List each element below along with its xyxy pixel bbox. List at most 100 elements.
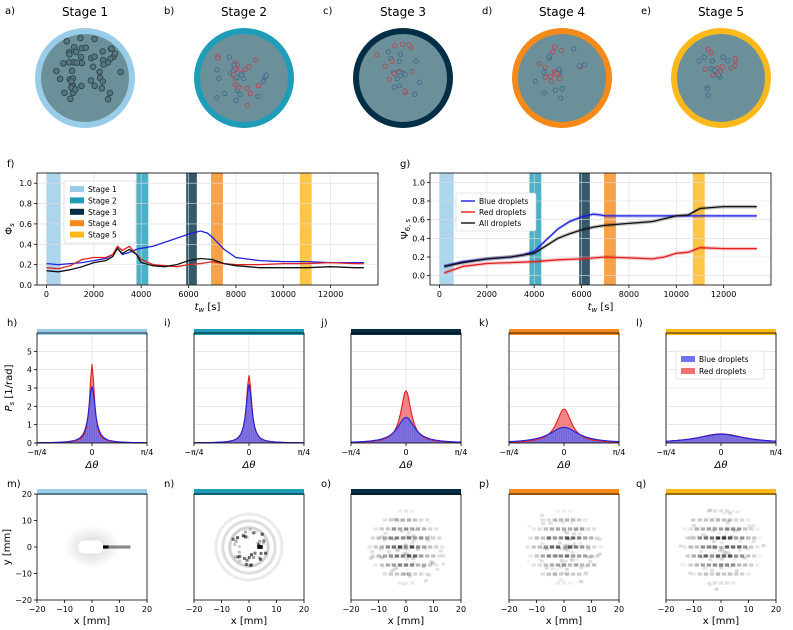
stage-band	[604, 173, 616, 285]
lattice-peak	[703, 536, 709, 540]
series-line-red	[46, 245, 364, 270]
droplet	[99, 78, 107, 85]
lattice-peak	[424, 554, 430, 558]
lattice-peak	[718, 527, 724, 531]
density-pixel	[761, 544, 766, 548]
density-pixel	[565, 531, 570, 535]
density-pixel	[367, 557, 372, 561]
lattice-peak	[586, 545, 591, 549]
density-pixel	[699, 555, 704, 559]
lattice-peak	[712, 509, 718, 513]
stage-color-bar	[194, 489, 304, 495]
lattice-peak	[718, 509, 724, 513]
lattice-peak	[546, 536, 552, 540]
density-pixel	[570, 546, 575, 550]
lattice-peak	[385, 527, 391, 531]
droplet	[728, 65, 734, 71]
density-pixel	[702, 566, 707, 570]
density-pixel	[565, 543, 570, 547]
droplet	[708, 50, 714, 56]
lattice-peak	[409, 563, 415, 567]
stage-color-bar	[666, 489, 776, 495]
droplet	[552, 87, 559, 93]
lattice-peak	[579, 563, 585, 567]
density-pixel	[411, 533, 416, 537]
density-pixel	[597, 552, 602, 556]
lattice-peak	[540, 572, 546, 576]
droplet	[392, 43, 398, 49]
x-tick-label: −π/4	[184, 448, 203, 457]
density-pixel	[236, 555, 240, 559]
y-axis-label: Ψ6, s	[400, 218, 412, 239]
x-tick-label: −π/4	[656, 448, 675, 457]
density-pixel	[405, 548, 410, 552]
y-tick-label: 0.0	[19, 281, 32, 290]
density-pixel	[747, 525, 752, 529]
lattice-peak	[758, 536, 763, 540]
density-pixel	[261, 541, 265, 545]
droplet	[532, 78, 539, 85]
density-pixel	[260, 532, 264, 536]
neighbor-peak	[257, 545, 263, 549]
density-pixel	[678, 544, 683, 548]
lattice-peak	[691, 518, 696, 522]
density-pixel	[408, 544, 413, 548]
lattice-peak	[567, 509, 573, 513]
lattice-peak	[718, 563, 724, 567]
density-pixel	[411, 539, 416, 543]
lattice-peak	[391, 563, 397, 567]
droplet	[91, 53, 98, 60]
droplet	[68, 67, 76, 75]
droplet	[61, 89, 68, 97]
density-pixel	[733, 554, 738, 558]
lattice-peak	[418, 572, 424, 576]
droplet	[77, 34, 84, 42]
lattice-peak	[540, 536, 546, 540]
stage-band	[211, 173, 223, 285]
x-tick-label: π/4	[770, 448, 783, 457]
x-tick-label: 0	[403, 605, 408, 614]
density-pixel	[712, 526, 717, 530]
lattice-peak	[586, 563, 591, 567]
lattice-peak	[431, 536, 436, 540]
y-tick-label: −10	[15, 570, 32, 579]
density-pixel	[247, 556, 251, 560]
lattice-peak	[561, 527, 567, 531]
density-pixel	[732, 529, 737, 533]
lattice-peak	[589, 536, 594, 540]
lattice-peak	[727, 572, 733, 576]
lattice-peak	[440, 545, 445, 549]
density-pixel	[709, 568, 714, 572]
y-axis-label: y [mm]	[2, 529, 13, 565]
lattice-peak	[540, 554, 546, 558]
density-pixel	[405, 552, 410, 556]
lattice-peak	[730, 545, 736, 549]
series-band-black	[444, 204, 757, 269]
droplet	[556, 66, 562, 72]
psi6-chart: g) 0 2000 4000 6000 8000 10000 12000 0.0 0.2 0.4 0.…	[400, 159, 772, 314]
density-pixel	[554, 567, 559, 571]
droplet	[732, 56, 738, 62]
lattice-peak	[391, 545, 397, 549]
lattice-peak	[736, 545, 742, 549]
x-tick-label: −10	[528, 605, 545, 614]
density-pixel	[562, 546, 567, 550]
density-pixel	[729, 534, 734, 538]
density-pixel	[734, 569, 739, 573]
lattice-peak	[385, 545, 391, 549]
droplet	[234, 74, 240, 80]
lattice-peak	[682, 563, 687, 567]
lattice-peak	[549, 527, 555, 531]
lattice-peak	[576, 518, 582, 522]
x-tick-label: −20	[343, 605, 360, 614]
density-pixel	[695, 534, 700, 538]
droplet	[546, 53, 552, 60]
x-axis-label: tw [s]	[588, 302, 614, 314]
x-tick-label: 10	[114, 605, 124, 614]
density-pixel	[387, 552, 392, 556]
x-tick-label: 20	[771, 605, 781, 614]
panel-label: n)	[164, 479, 174, 490]
x-tick-label: 0	[89, 448, 94, 457]
density-pixel	[248, 563, 252, 567]
